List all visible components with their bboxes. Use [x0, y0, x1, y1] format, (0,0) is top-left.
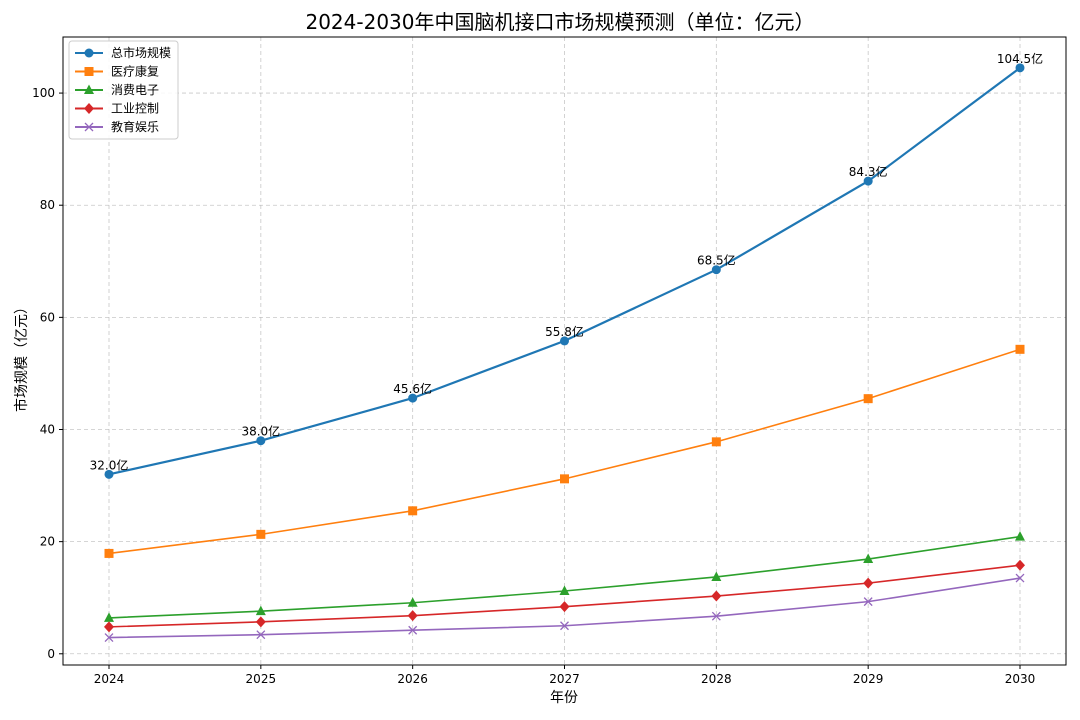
legend-label: 消费电子 [111, 83, 159, 97]
x-tick-label: 2028 [701, 672, 732, 686]
marker-x-stroke [711, 611, 721, 621]
data-point [711, 437, 721, 447]
series-line [108, 564, 1021, 628]
y-tick-label: 0 [47, 647, 55, 661]
marker-x-stroke [408, 625, 418, 635]
data-point [560, 336, 569, 346]
data-point [560, 474, 569, 484]
data-point [256, 436, 266, 446]
series-4 [104, 559, 1025, 633]
x-tick-label: 2029 [853, 672, 884, 686]
data-label: 68.5亿 [697, 253, 736, 268]
data-point [1015, 344, 1025, 354]
legend-box [68, 40, 179, 140]
legend-marker [84, 103, 94, 114]
data-label: 38.0亿 [241, 424, 280, 439]
chart-title: 2024-2030年中国脑机接口市场规模预测（单位：亿元） [305, 10, 814, 34]
data-point [255, 616, 266, 628]
data-point [408, 506, 418, 516]
y-tick-label: 20 [40, 535, 55, 549]
legend-label: 总市场规模 [111, 45, 171, 60]
data-point [255, 605, 266, 616]
annotation-layer: 32.0亿 38.0亿 45.6亿 55.8亿 68.5亿 84.3亿 104.5亿 [90, 51, 1044, 473]
legend-marker [84, 84, 94, 94]
series-2 [104, 344, 1025, 558]
y-tick-label: 60 [40, 310, 55, 324]
data-point [408, 625, 418, 635]
x-axis-ticks: 2024 2025 2026 2027 2028 2029 2030 [94, 665, 1036, 686]
y-tick-label: 40 [40, 423, 55, 437]
legend-marker [84, 48, 94, 58]
data-point [863, 394, 873, 404]
data-point [408, 393, 418, 403]
data-label: 45.6亿 [393, 381, 432, 396]
data-point [104, 633, 114, 642]
data-point [104, 469, 114, 479]
data-point [863, 553, 874, 564]
series-3 [104, 531, 1025, 622]
data-point [1015, 573, 1025, 583]
x-tick-label: 2026 [397, 672, 428, 686]
legend-item: 工业控制 [75, 102, 159, 116]
legend-marker [84, 122, 94, 132]
data-point [863, 577, 874, 589]
data-point [256, 630, 266, 640]
data-point [559, 601, 570, 613]
data-point [1015, 531, 1025, 541]
legend-item: 消费电子 [75, 83, 159, 97]
data-point [407, 610, 418, 622]
legend-item: 医疗康复 [75, 64, 159, 79]
data-point [863, 597, 873, 607]
data-point [104, 621, 114, 633]
data-point [104, 612, 114, 622]
y-axis-ticks: 0 20 40 60 80 100 [32, 86, 63, 661]
data-point [256, 529, 266, 539]
legend-label: 医疗康复 [111, 64, 159, 79]
y-tick-label: 100 [32, 86, 55, 100]
series-layer [104, 63, 1025, 642]
marker-x-stroke [863, 597, 873, 607]
grid [63, 37, 1066, 665]
legend-label: 教育娱乐 [111, 119, 159, 134]
legend-item: 总市场规模 [75, 45, 171, 60]
y-axis-label: 市场规模（亿元） [13, 300, 30, 412]
data-point [863, 176, 873, 186]
data-point [559, 585, 570, 595]
legend-item: 教育娱乐 [75, 119, 159, 134]
data-point [711, 571, 722, 581]
data-label: 104.5亿 [997, 51, 1043, 66]
data-label: 84.3亿 [849, 164, 888, 179]
x-tick-label: 2027 [549, 672, 580, 686]
legend-marker [84, 67, 94, 76]
marker-x-stroke [84, 122, 94, 132]
data-point [711, 265, 721, 275]
x-tick-label: 2025 [246, 672, 277, 686]
series-1 [104, 63, 1025, 479]
data-point [560, 621, 569, 631]
marker-x-stroke [256, 630, 266, 640]
data-label: 55.8亿 [545, 324, 584, 339]
data-point [407, 597, 418, 607]
x-tick-label: 2030 [1005, 672, 1036, 686]
x-axis-label: 年份 [550, 690, 578, 706]
x-tick-label: 2024 [94, 672, 125, 686]
y-tick-label: 80 [40, 198, 55, 212]
marker-x-stroke [104, 633, 114, 642]
data-point [104, 548, 114, 558]
series-5 [104, 573, 1025, 642]
marker-x-stroke [1015, 573, 1025, 583]
legend-label: 工业控制 [111, 102, 159, 116]
data-label: 32.0亿 [90, 457, 129, 472]
marker-x-stroke [560, 621, 569, 631]
data-point [1015, 559, 1025, 571]
data-point [1015, 63, 1025, 73]
data-point [711, 590, 722, 602]
data-point [711, 611, 721, 621]
